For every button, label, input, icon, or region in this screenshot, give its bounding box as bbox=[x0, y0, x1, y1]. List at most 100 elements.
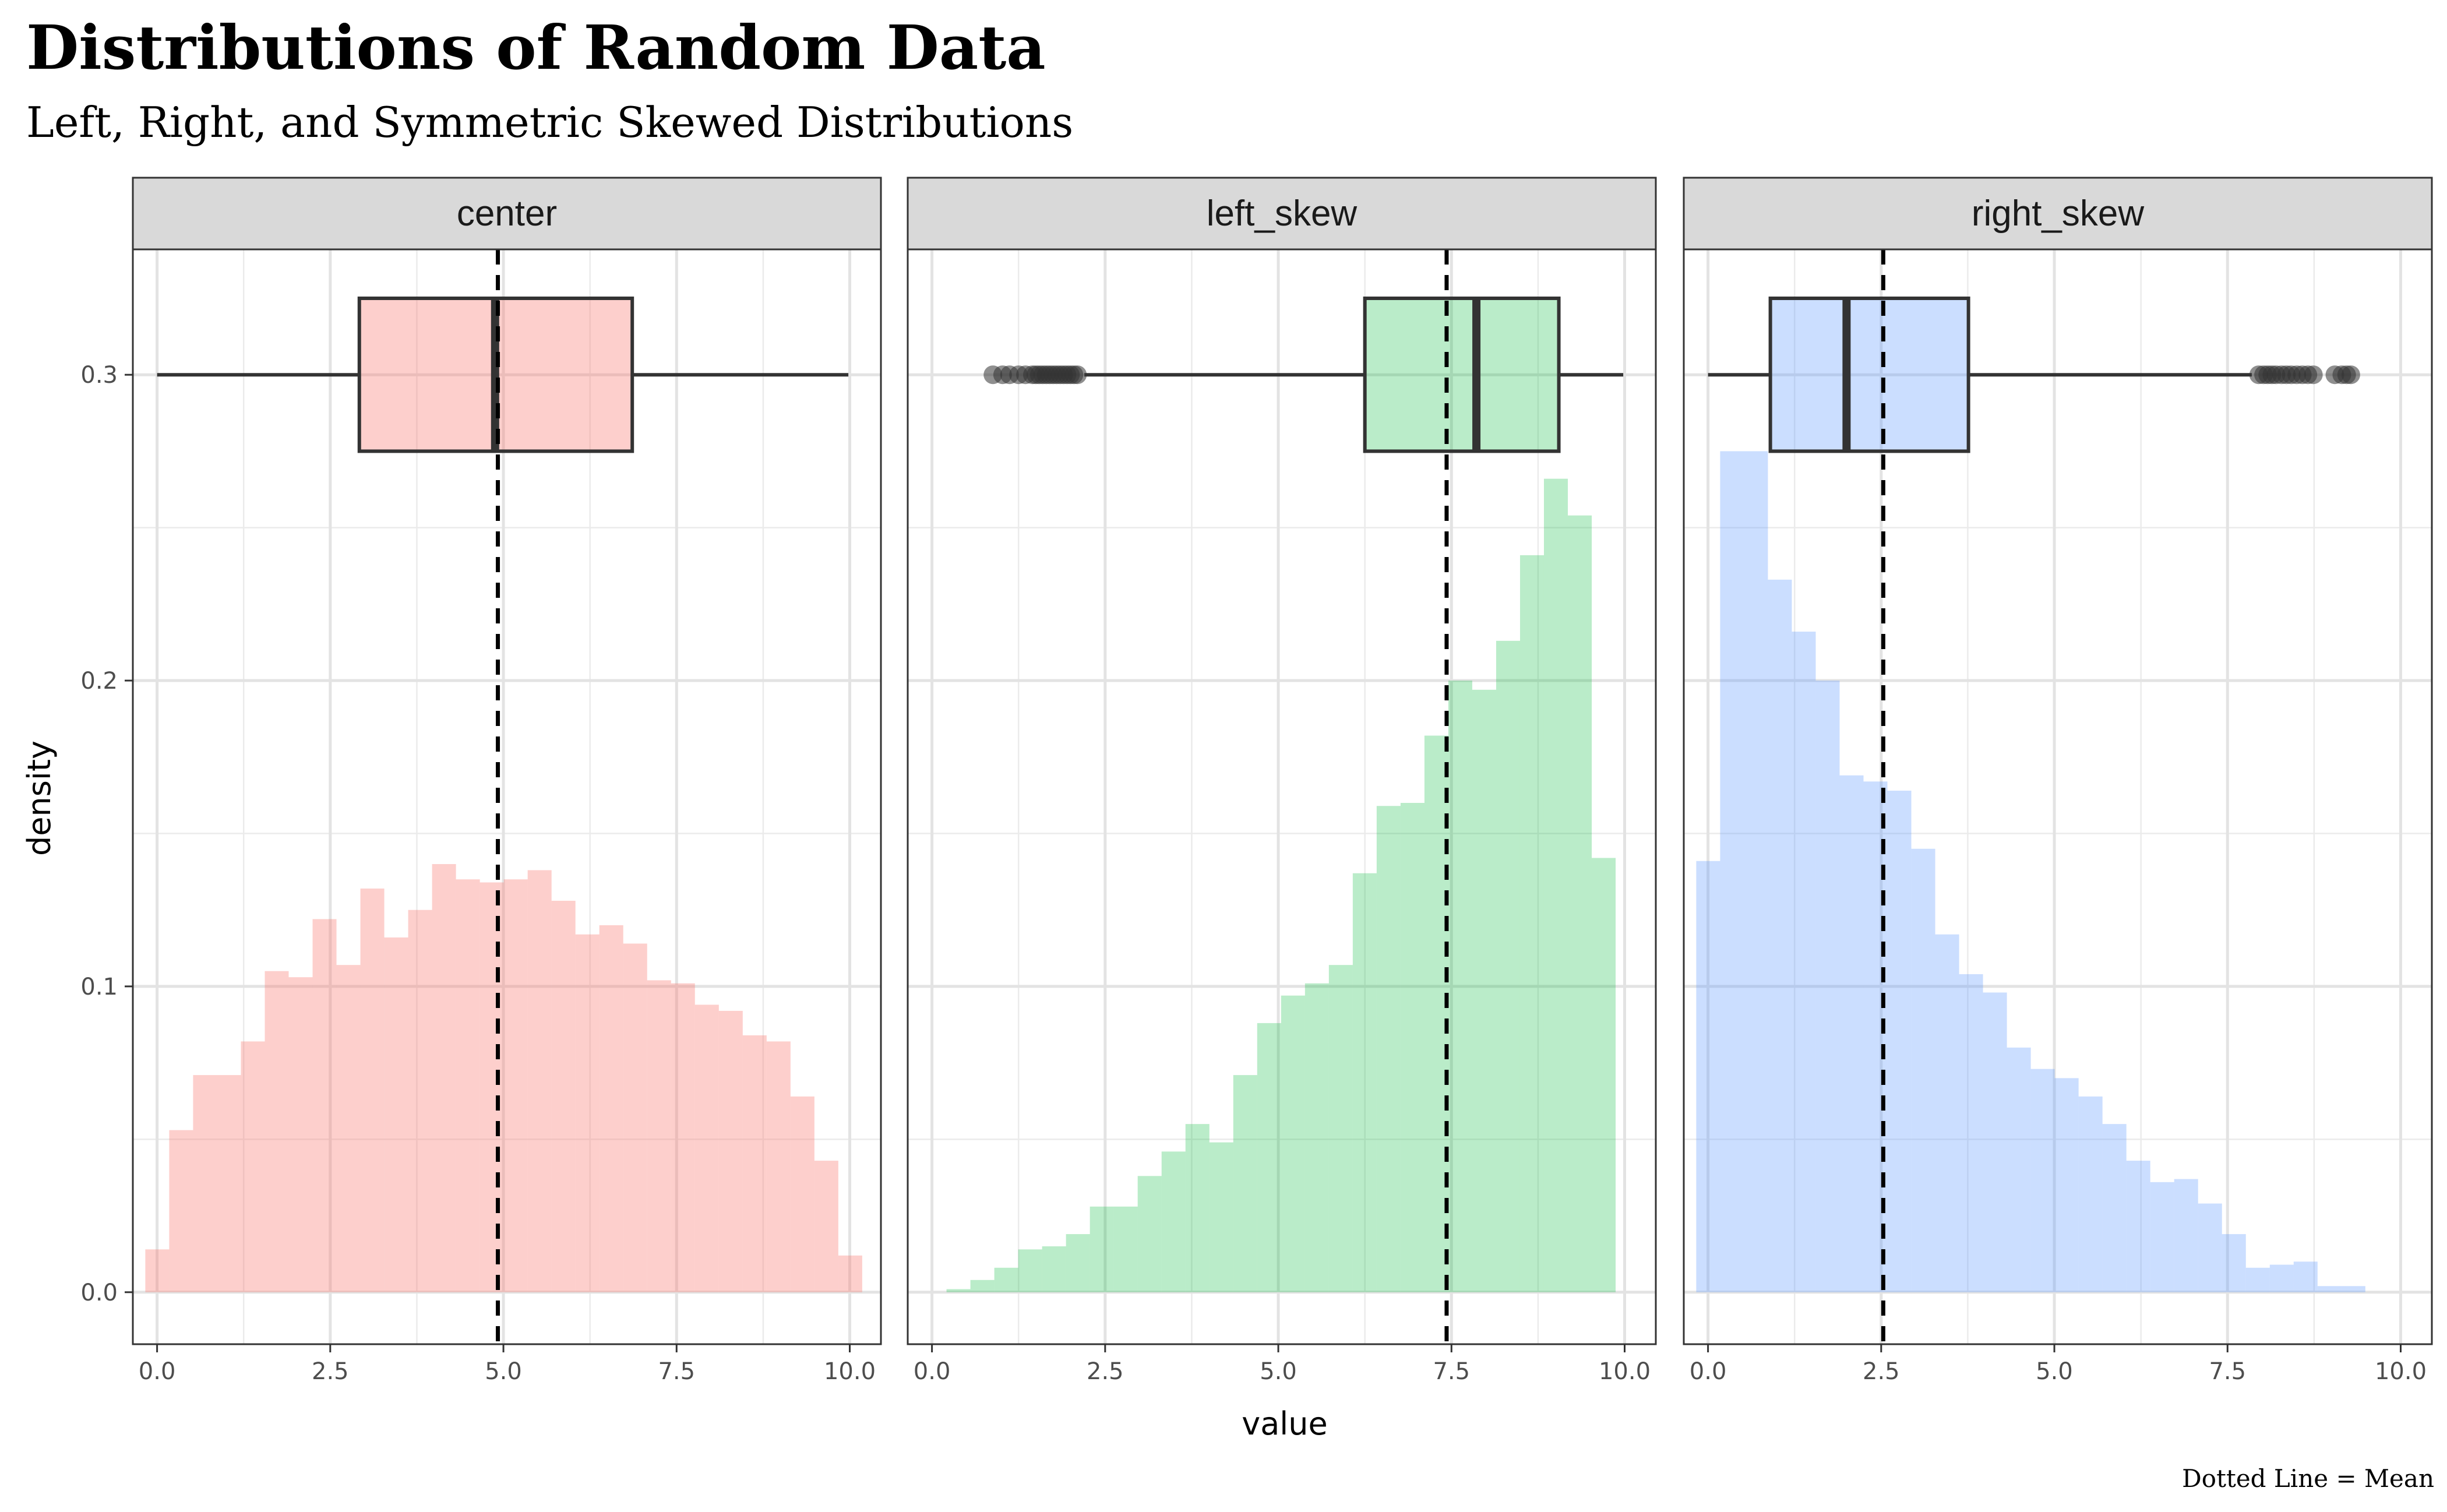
panel-border bbox=[1683, 248, 2433, 1345]
histogram-bar bbox=[2030, 1069, 2055, 1292]
facet-left_skew: left_skew 0.0 2.5 5.0 7.5 10.0 bbox=[907, 177, 1657, 1385]
histogram-bar bbox=[599, 925, 623, 1292]
y-tick-label: 0.2 bbox=[80, 668, 118, 695]
histogram-bar bbox=[766, 1041, 791, 1292]
histogram-bar bbox=[838, 1255, 862, 1292]
histogram-bar bbox=[718, 1010, 743, 1292]
chart-title: Distributions of Random Data bbox=[26, 12, 1046, 83]
facet-strip bbox=[132, 177, 882, 251]
histogram-bar bbox=[1911, 848, 1935, 1292]
histogram-bar bbox=[1161, 1151, 1186, 1292]
histogram-bar bbox=[551, 900, 576, 1292]
gridlines bbox=[1684, 249, 2432, 1344]
histogram-bar bbox=[1042, 1246, 1066, 1292]
histogram-bar bbox=[1281, 995, 1305, 1292]
histogram-bar bbox=[503, 879, 528, 1292]
histogram-bar bbox=[145, 1249, 170, 1292]
x-tick-label: 2.5 bbox=[1863, 1358, 1900, 1385]
histogram-bar bbox=[623, 943, 647, 1292]
histogram-bar bbox=[2269, 1264, 2294, 1292]
x-tick-label: 7.5 bbox=[658, 1358, 695, 1385]
histogram-bar bbox=[2126, 1161, 2150, 1292]
histogram-bar bbox=[336, 965, 361, 1292]
histogram-bar bbox=[1376, 806, 1401, 1292]
y-tick-label: 0.1 bbox=[80, 974, 118, 1000]
histogram-bar bbox=[1887, 791, 1912, 1292]
boxplot-outlier bbox=[1068, 365, 1087, 385]
histogram-bar bbox=[575, 934, 600, 1292]
x-tick-label: 10.0 bbox=[2375, 1358, 2427, 1385]
histogram-bars bbox=[145, 864, 862, 1292]
histogram-bar bbox=[1424, 735, 1448, 1292]
histogram-bar bbox=[1066, 1234, 1090, 1292]
chart-caption: Dotted Line = Mean bbox=[2182, 1464, 2434, 1493]
histogram-bars bbox=[1696, 451, 2365, 1292]
facet-center: center 0.0 2.5 5.0 7.5 10.0 bbox=[132, 177, 882, 1385]
histogram-bar bbox=[1209, 1142, 1233, 1292]
histogram-bar bbox=[2174, 1179, 2198, 1292]
histogram-bar bbox=[193, 1075, 217, 1292]
y-axis: 0.0 0.1 0.2 0.3 bbox=[80, 362, 133, 1306]
boxplot-outlier bbox=[2304, 365, 2323, 385]
facet-panels: center 0.0 2.5 5.0 7.5 10.0 left_skew 0.0 2.5 5.0… bbox=[132, 177, 2433, 1385]
histogram-bar bbox=[2150, 1182, 2174, 1292]
histogram-bar bbox=[312, 919, 337, 1292]
gridlines bbox=[133, 249, 881, 1344]
histogram-bar bbox=[384, 937, 408, 1292]
facet-right_skew: right_skew 0.0 2.5 5.0 7.5 10.0 bbox=[1683, 177, 2433, 1385]
histogram-bar bbox=[970, 1280, 995, 1292]
histogram-bar bbox=[2222, 1234, 2246, 1292]
histogram-bar bbox=[479, 882, 504, 1292]
histogram-bar bbox=[241, 1041, 265, 1292]
facet-strip-label: center bbox=[457, 193, 557, 234]
histogram-bar bbox=[2198, 1203, 2222, 1292]
histogram-bar bbox=[694, 1005, 719, 1292]
histogram-bar bbox=[742, 1035, 767, 1292]
x-tick-label: 7.5 bbox=[2209, 1358, 2246, 1385]
histogram-bar bbox=[1768, 579, 1792, 1292]
histogram-bar bbox=[814, 1161, 838, 1292]
x-tick-label: 10.0 bbox=[1599, 1358, 1651, 1385]
histogram-bar bbox=[2078, 1096, 2103, 1292]
histogram-bar bbox=[1568, 515, 1592, 1292]
histogram-bar bbox=[1185, 1124, 1210, 1292]
histogram-bar bbox=[360, 888, 385, 1292]
x-tick-label: 7.5 bbox=[1433, 1358, 1470, 1385]
boxplot bbox=[157, 296, 849, 453]
panel-border bbox=[907, 248, 1657, 1345]
histogram-bar bbox=[1592, 858, 1616, 1292]
x-tick-label: 10.0 bbox=[824, 1358, 876, 1385]
histogram-bar bbox=[1543, 478, 1568, 1292]
x-tick-label: 2.5 bbox=[312, 1358, 349, 1385]
histogram-bar bbox=[288, 977, 313, 1292]
boxplot-box bbox=[1768, 296, 1970, 453]
histogram-bar bbox=[671, 983, 695, 1292]
histogram-bar bbox=[1137, 1176, 1162, 1292]
x-axis-title: value bbox=[1242, 1405, 1328, 1442]
boxplot-outlier bbox=[2341, 365, 2360, 385]
y-tick-label: 0.3 bbox=[80, 362, 118, 389]
histogram-bar bbox=[2317, 1286, 2342, 1292]
x-axis: 0.0 2.5 5.0 7.5 10.0 bbox=[914, 1344, 1651, 1385]
histogram-bar bbox=[1352, 873, 1377, 1292]
histogram-bar bbox=[1983, 992, 2007, 1292]
histogram-bar bbox=[2245, 1267, 2270, 1292]
histogram-bar bbox=[1304, 983, 1329, 1292]
histogram-bar bbox=[1496, 640, 1520, 1292]
histogram-bar bbox=[2293, 1261, 2318, 1292]
histogram-bar bbox=[169, 1130, 193, 1292]
histogram-bar bbox=[432, 864, 456, 1292]
chart-subtitle: Left, Right, and Symmetric Skewed Distri… bbox=[26, 98, 1073, 147]
histogram-bar bbox=[1519, 555, 1544, 1292]
histogram-bar bbox=[2102, 1124, 2127, 1292]
facet-strip bbox=[907, 177, 1657, 251]
histogram-bar bbox=[2341, 1286, 2365, 1292]
histogram-bars bbox=[946, 478, 1616, 1292]
histogram-bar bbox=[647, 980, 671, 1292]
histogram-bar bbox=[1257, 1023, 1281, 1292]
histogram-bar bbox=[1328, 965, 1353, 1292]
histogram-bar bbox=[1113, 1206, 1138, 1292]
panel-border bbox=[132, 248, 882, 1345]
y-axis-title: density bbox=[21, 741, 58, 856]
